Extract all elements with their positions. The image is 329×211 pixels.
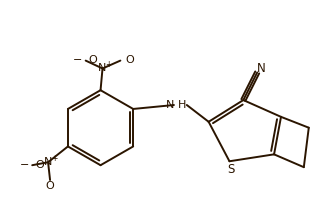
Text: N: N	[98, 64, 107, 73]
Text: O: O	[35, 160, 44, 170]
Text: H: H	[178, 100, 186, 110]
Text: N: N	[44, 157, 52, 167]
Text: N: N	[165, 100, 174, 110]
Text: S: S	[228, 163, 235, 176]
Text: O: O	[89, 55, 97, 65]
Text: N: N	[257, 62, 266, 75]
Text: O: O	[46, 181, 54, 191]
Text: +: +	[51, 154, 57, 163]
Text: −: −	[20, 160, 29, 170]
Text: O: O	[125, 55, 134, 65]
Text: +: +	[105, 60, 112, 69]
Text: −: −	[73, 55, 83, 65]
